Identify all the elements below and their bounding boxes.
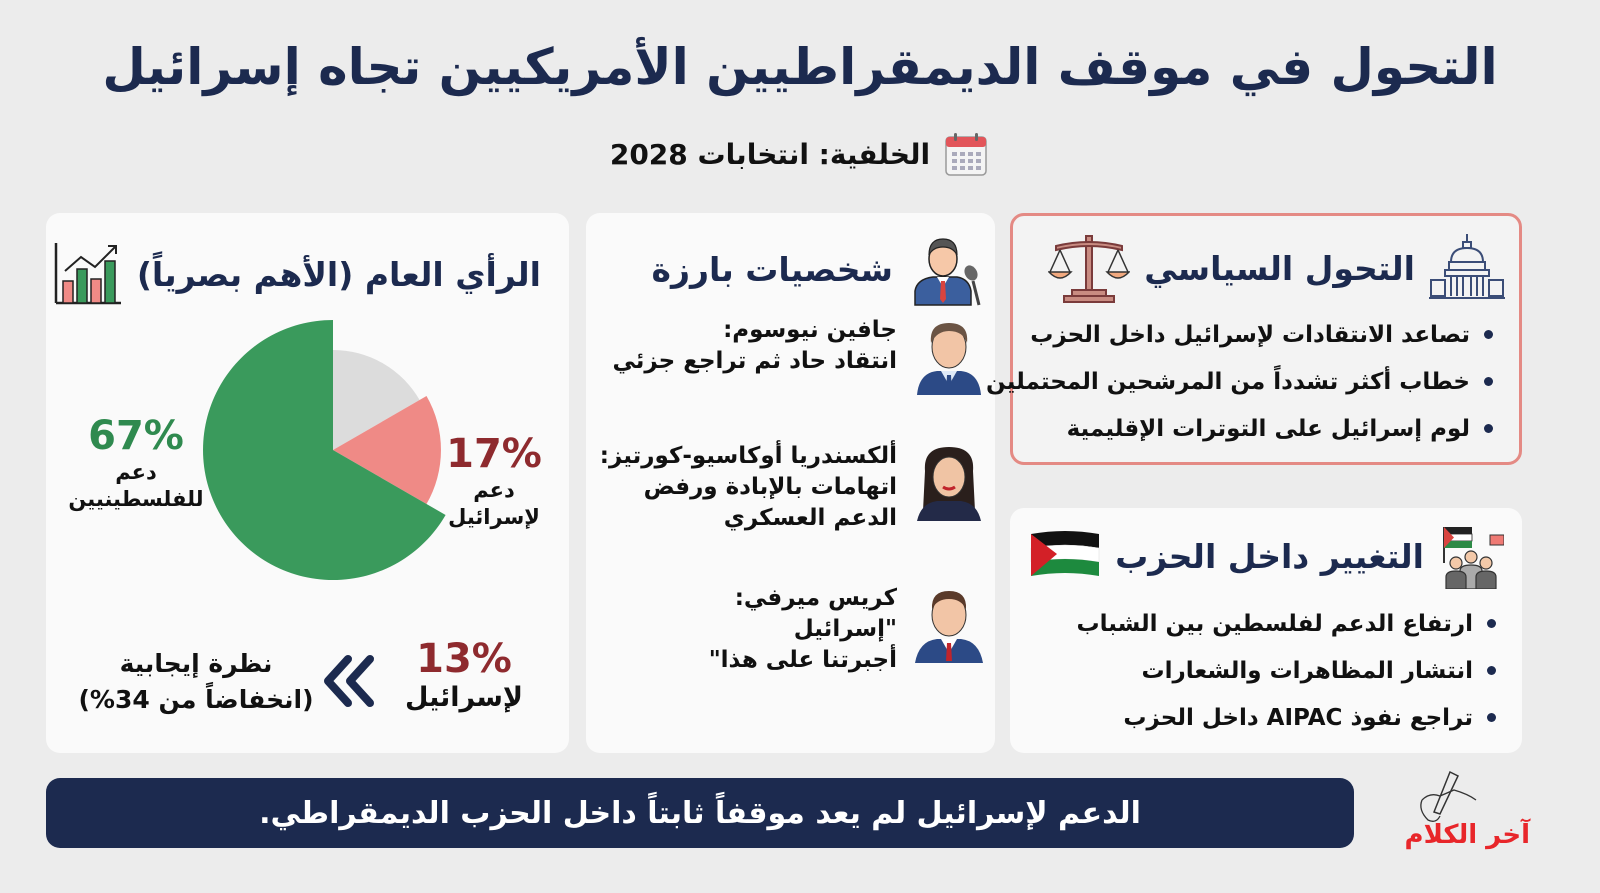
figure-item-murphy: كريس ميرفي: "إسرائيل أجبرتنا على هذا" — [709, 583, 985, 676]
calendar-icon — [945, 133, 987, 176]
figure-desc: اتهامات بالإبادة ورفض — [643, 474, 897, 501]
subtitle-text: الخلفية: انتخابات 2028 — [609, 137, 931, 171]
party-change-panel: التغيير داخل الحزب ارتفاع الدعم لفلسطين … — [1010, 508, 1522, 753]
party-change-header: التغيير داخل الحزب — [1029, 523, 1504, 589]
list-item-text: لوم إسرائيل على التوترات الإقليمية — [1066, 415, 1470, 442]
figure-name: جافين نيوسوم: — [723, 317, 897, 343]
public-opinion-header: الرأي العام (الأهم بصرياً) — [53, 241, 541, 307]
figures-header: شخصيات بارزة — [651, 231, 983, 307]
palestinian-support-label: دعم — [115, 460, 157, 484]
figure-item-newsom: جافين نيوسوم: انتقاد حاد ثم تراجع جزئي — [612, 315, 985, 395]
bullet-icon — [1487, 666, 1496, 675]
favorability-description: نظرة إيجابية (انخفاضاً من 34%) — [76, 646, 316, 719]
pie-slice-palestinians — [203, 320, 446, 580]
list-item-text: تصاعد الانتقادات لإسرائيل داخل الحزب — [1030, 321, 1470, 348]
pie-slice-other — [333, 350, 420, 450]
figure-name: كريس ميرفي: — [734, 585, 897, 611]
palestinian-support-value: 67% — [88, 413, 184, 459]
brand-logo: آخر الكلام — [1370, 770, 1530, 850]
favorability-stat: 13% لإسرائيل نظرة إيجابية (انخفاضاً من 3… — [46, 631, 569, 731]
list-item: تراجع نفوذ AIPAC داخل الحزب — [1076, 694, 1496, 741]
political-shift-panel: التحول السياسي تصاعد الانتقادات لإسرائيل… — [986, 213, 1522, 465]
favorability-value-block: 13% لإسرائيل — [399, 636, 529, 713]
palestinian-support-label-2: للفلسطينيين — [68, 487, 204, 512]
favorability-desc-line2: (انخفاضاً من 34%) — [78, 685, 314, 715]
writing-hand-icon — [1420, 770, 1477, 822]
party-change-title: التغيير داخل الحزب — [1115, 536, 1424, 576]
double-chevron-left-icon — [324, 655, 374, 707]
favorability-value: 13% — [416, 636, 512, 682]
logo-text: آخر الكلام — [1404, 820, 1530, 850]
list-item-text: تراجع نفوذ AIPAC داخل الحزب — [1123, 704, 1473, 731]
newsom-text: جافين نيوسوم: انتقاد حاد ثم تراجع جزئي — [612, 315, 897, 377]
israel-support-stat: 17% دعم لإسرائيل — [439, 431, 549, 532]
aoc-avatar — [917, 447, 981, 521]
murphy-text: كريس ميرفي: "إسرائيل أجبرتنا على هذا" — [709, 583, 897, 676]
list-item: لوم إسرائيل على التوترات الإقليمية — [986, 405, 1493, 452]
murphy-avatar — [915, 591, 983, 663]
list-item-text: ارتفاع الدعم لفلسطين بين الشباب — [1076, 610, 1473, 637]
capitol-building-icon — [1429, 234, 1505, 299]
list-item: تصاعد الانتقادات لإسرائيل داخل الحزب — [986, 311, 1493, 358]
party-change-list: ارتفاع الدعم لفلسطين بين الشباب انتشار ا… — [1076, 600, 1496, 741]
bullet-icon — [1487, 619, 1496, 628]
speaker-microphone-icon — [914, 238, 981, 306]
political-shift-header: التحول السياسي — [1048, 232, 1505, 304]
prominent-figures-panel: شخصيات بارزة جافين نيوسوم: انتقاد حاد ثم… — [586, 213, 995, 753]
opinion-pie-chart — [196, 313, 471, 588]
figure-desc: انتقاد حاد ثم تراجع جزئي — [612, 348, 897, 375]
palestinian-support-stat: 67% دعم للفلسطينيين — [61, 413, 211, 514]
favorability-label: لإسرائيل — [405, 682, 523, 713]
conclusion-banner: الدعم لإسرائيل لم يعد موقفاً ثابتاً داخل… — [46, 778, 1354, 848]
list-item: انتشار المظاهرات والشعارات — [1076, 647, 1496, 694]
bullet-icon — [1484, 330, 1493, 339]
pie-slice-israel — [333, 396, 441, 504]
political-shift-list: تصاعد الانتقادات لإسرائيل داخل الحزب خطا… — [986, 311, 1493, 452]
bullet-icon — [1484, 424, 1493, 433]
figure-item-aoc: ألكسندريا أوكاسيو-كورتيز: اتهامات بالإبا… — [600, 441, 985, 534]
page-title: التحول في موقف الديمقراطيين الأمريكيين ت… — [102, 38, 1498, 96]
political-shift-title: التحول السياسي — [1144, 248, 1415, 288]
scales-of-justice-icon — [1048, 235, 1131, 303]
figure-desc-2: الدعم العسكري — [723, 505, 897, 532]
newsom-avatar — [917, 323, 981, 395]
public-opinion-title: الرأي العام (الأهم بصرياً) — [136, 254, 541, 294]
israel-support-label: دعم — [473, 478, 515, 502]
favorability-desc-line1: نظرة إيجابية — [119, 649, 273, 678]
aoc-text: ألكسندريا أوكاسيو-كورتيز: اتهامات بالإبا… — [600, 441, 897, 534]
israel-support-value: 17% — [446, 431, 542, 477]
bar-chart-trend-icon — [54, 243, 121, 305]
conclusion-text: الدعم لإسرائيل لم يعد موقفاً ثابتاً داخل… — [259, 795, 1141, 831]
list-item: ارتفاع الدعم لفلسطين بين الشباب — [1076, 600, 1496, 647]
bullet-icon — [1484, 377, 1493, 386]
palestine-flag-icon — [1030, 531, 1100, 576]
figures-title: شخصيات بارزة — [651, 249, 893, 289]
list-item: خطاب أكثر تشدداً من المرشحين المحتملين — [986, 358, 1493, 405]
protest-crowd-icon — [1443, 527, 1504, 589]
public-opinion-panel: الرأي العام (الأهم بصرياً) 67% دعم للفلس… — [46, 213, 569, 753]
figure-name: ألكسندريا أوكاسيو-كورتيز: — [599, 443, 897, 469]
subtitle: الخلفية: انتخابات 2028 — [0, 130, 1600, 178]
figure-desc: "إسرائيل — [793, 616, 897, 643]
list-item-text: انتشار المظاهرات والشعارات — [1141, 657, 1473, 684]
figure-desc-2: أجبرتنا على هذا" — [708, 647, 897, 674]
bullet-icon — [1487, 713, 1496, 722]
israel-support-label-2: لإسرائيل — [448, 505, 540, 530]
list-item-text: خطاب أكثر تشدداً من المرشحين المحتملين — [986, 368, 1470, 395]
